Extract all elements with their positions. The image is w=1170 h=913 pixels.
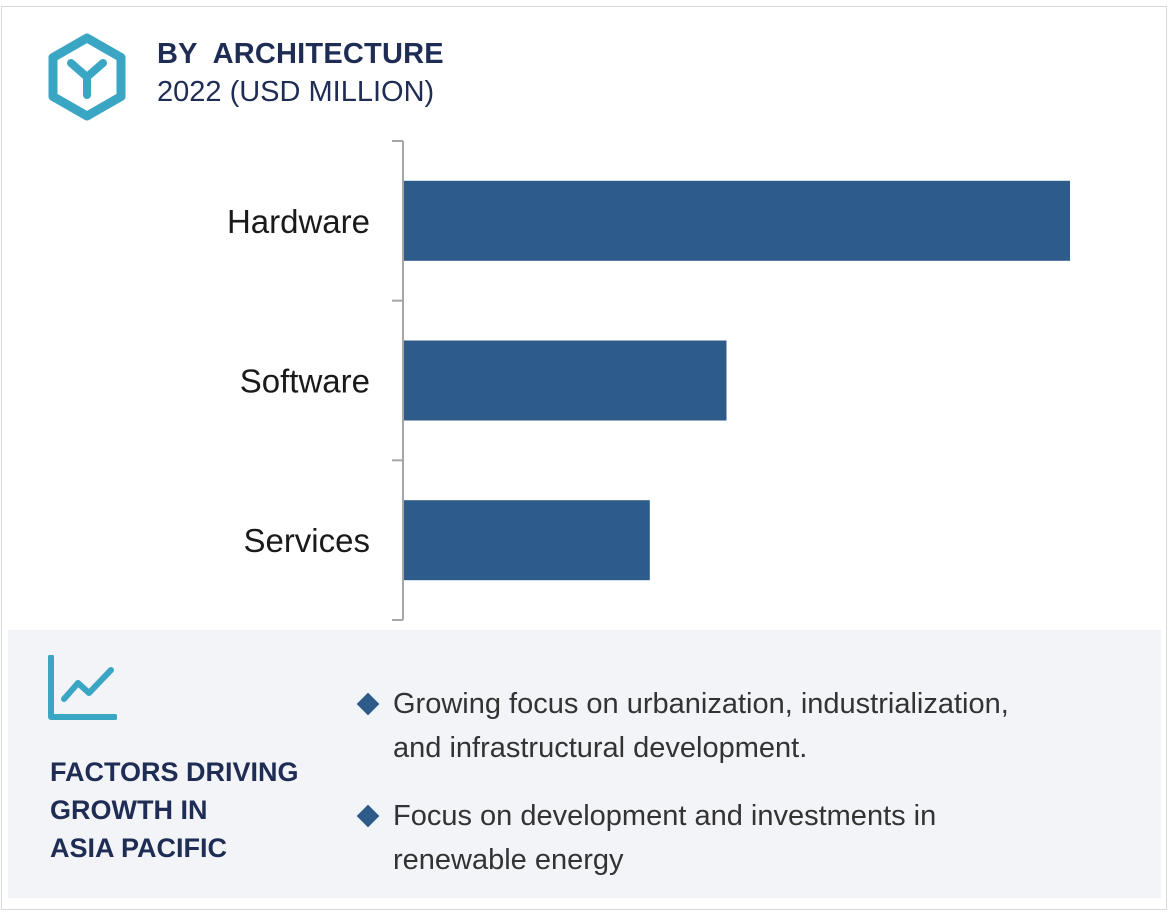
factor-text-line: and infrastructural development. [393, 732, 808, 764]
category-label-services: Services [243, 522, 370, 559]
factors-heading-line: ASIA PACIFIC [50, 833, 228, 863]
bar-services [403, 500, 650, 581]
hexagon-y-icon [48, 33, 126, 121]
category-label-software: Software [240, 363, 370, 400]
factors-heading-line: GROWTH IN [50, 795, 208, 825]
factor-text-line: Focus on development and investments in [393, 800, 937, 832]
factors-heading-line: FACTORS DRIVING [50, 757, 299, 787]
factor-text-line: renewable energy [393, 844, 624, 876]
factors-panel [8, 630, 1161, 898]
chart-subtitle: 2022 (USD MILLION) [157, 76, 435, 108]
chart-title: BY ARCHITECTURE [157, 38, 444, 70]
factor-text-line: Growing focus on urbanization, industria… [393, 688, 1009, 720]
category-label-hardware: Hardware [227, 203, 370, 240]
bar-hardware [403, 180, 1070, 261]
factors-heading: FACTORS DRIVING GROWTH IN ASIA PACIFIC [50, 753, 330, 867]
bar-chart: Hardware Software Services [227, 140, 1070, 621]
trend-line-chart-icon [48, 655, 117, 720]
bar-software [403, 340, 727, 421]
